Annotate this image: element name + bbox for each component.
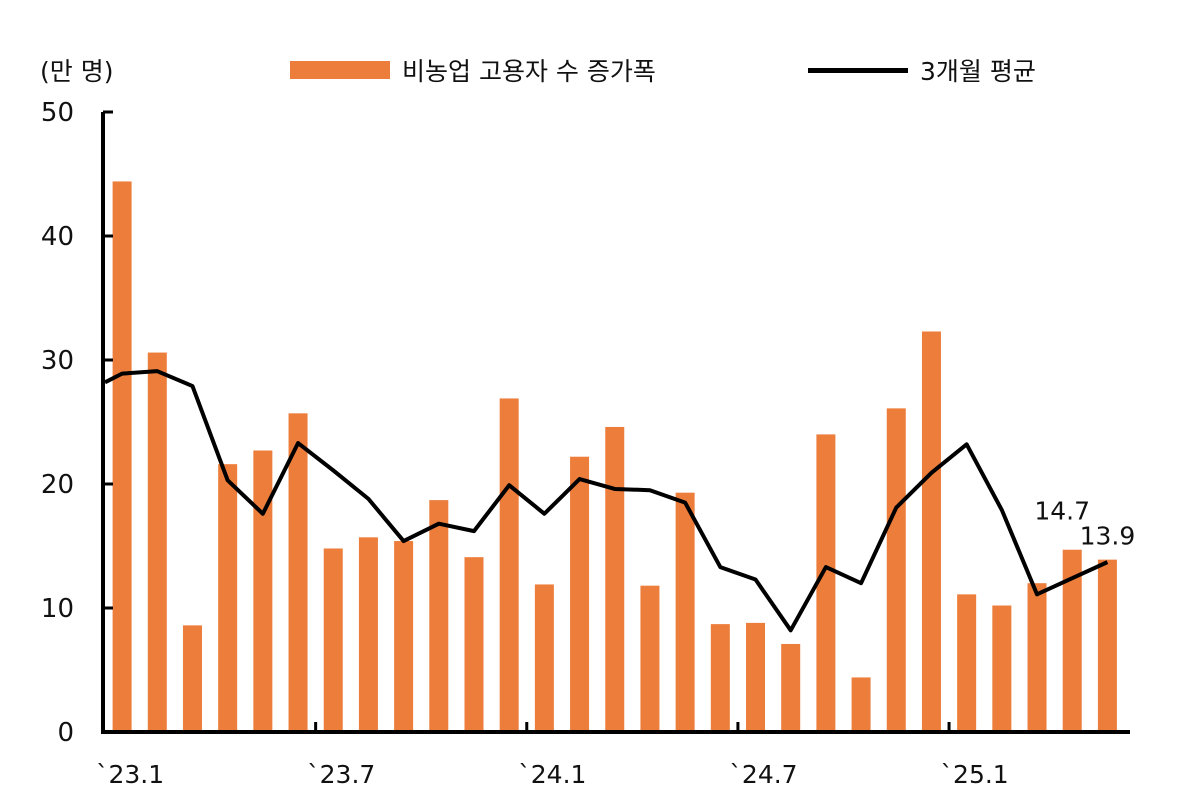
bar	[957, 594, 977, 732]
bar	[253, 450, 273, 732]
legend-line-label: 3개월 평균	[920, 57, 1036, 86]
bar	[218, 464, 238, 732]
bar	[464, 557, 484, 732]
bar	[358, 537, 378, 732]
y-tick-label: 0	[57, 718, 74, 748]
bar	[640, 585, 660, 732]
x-tick-label: `24.7	[729, 760, 797, 789]
data-label: 14.7	[1034, 497, 1090, 526]
bar	[781, 643, 801, 732]
bar	[534, 584, 554, 732]
x-tick-label: `24.1	[518, 760, 586, 789]
bar	[1027, 583, 1047, 732]
bar	[1097, 559, 1117, 732]
bar	[147, 352, 167, 732]
legend-bar-label: 비농업 고용자 수 증가폭	[402, 57, 656, 86]
bar	[323, 548, 343, 732]
bar	[429, 500, 449, 732]
bar	[1062, 549, 1082, 732]
bar	[886, 408, 906, 732]
y-tick-label: 10	[41, 594, 74, 624]
y-axis-unit-label: (만 명)	[40, 57, 114, 86]
line-series	[104, 369, 1109, 633]
y-tick-label: 20	[41, 470, 74, 500]
bar	[816, 434, 836, 732]
bar	[675, 492, 695, 732]
bar	[570, 456, 590, 732]
legend-line-swatch	[808, 67, 908, 73]
bar	[182, 625, 202, 732]
legend-item-bar: 비농업 고용자 수 증가폭	[290, 52, 656, 88]
bar	[288, 413, 308, 732]
y-tick-label: 40	[41, 222, 74, 252]
bar	[921, 331, 941, 732]
bar	[710, 624, 730, 732]
y-tick-label: 30	[41, 346, 74, 376]
bar	[112, 181, 132, 732]
x-tick-label: `23.7	[307, 760, 375, 789]
bar	[499, 398, 519, 732]
bar	[851, 677, 871, 732]
legend-bar-swatch	[290, 61, 390, 79]
legend-item-line: 3개월 평균	[808, 52, 1036, 88]
y-tick-label: 50	[41, 98, 74, 128]
bar	[992, 605, 1012, 732]
bar	[394, 541, 414, 732]
bar	[605, 426, 625, 732]
bar	[746, 622, 766, 732]
x-tick-label: `23.1	[96, 760, 164, 789]
data-label: 13.9	[1080, 522, 1136, 551]
x-tick-label: `25.1	[941, 760, 1009, 789]
